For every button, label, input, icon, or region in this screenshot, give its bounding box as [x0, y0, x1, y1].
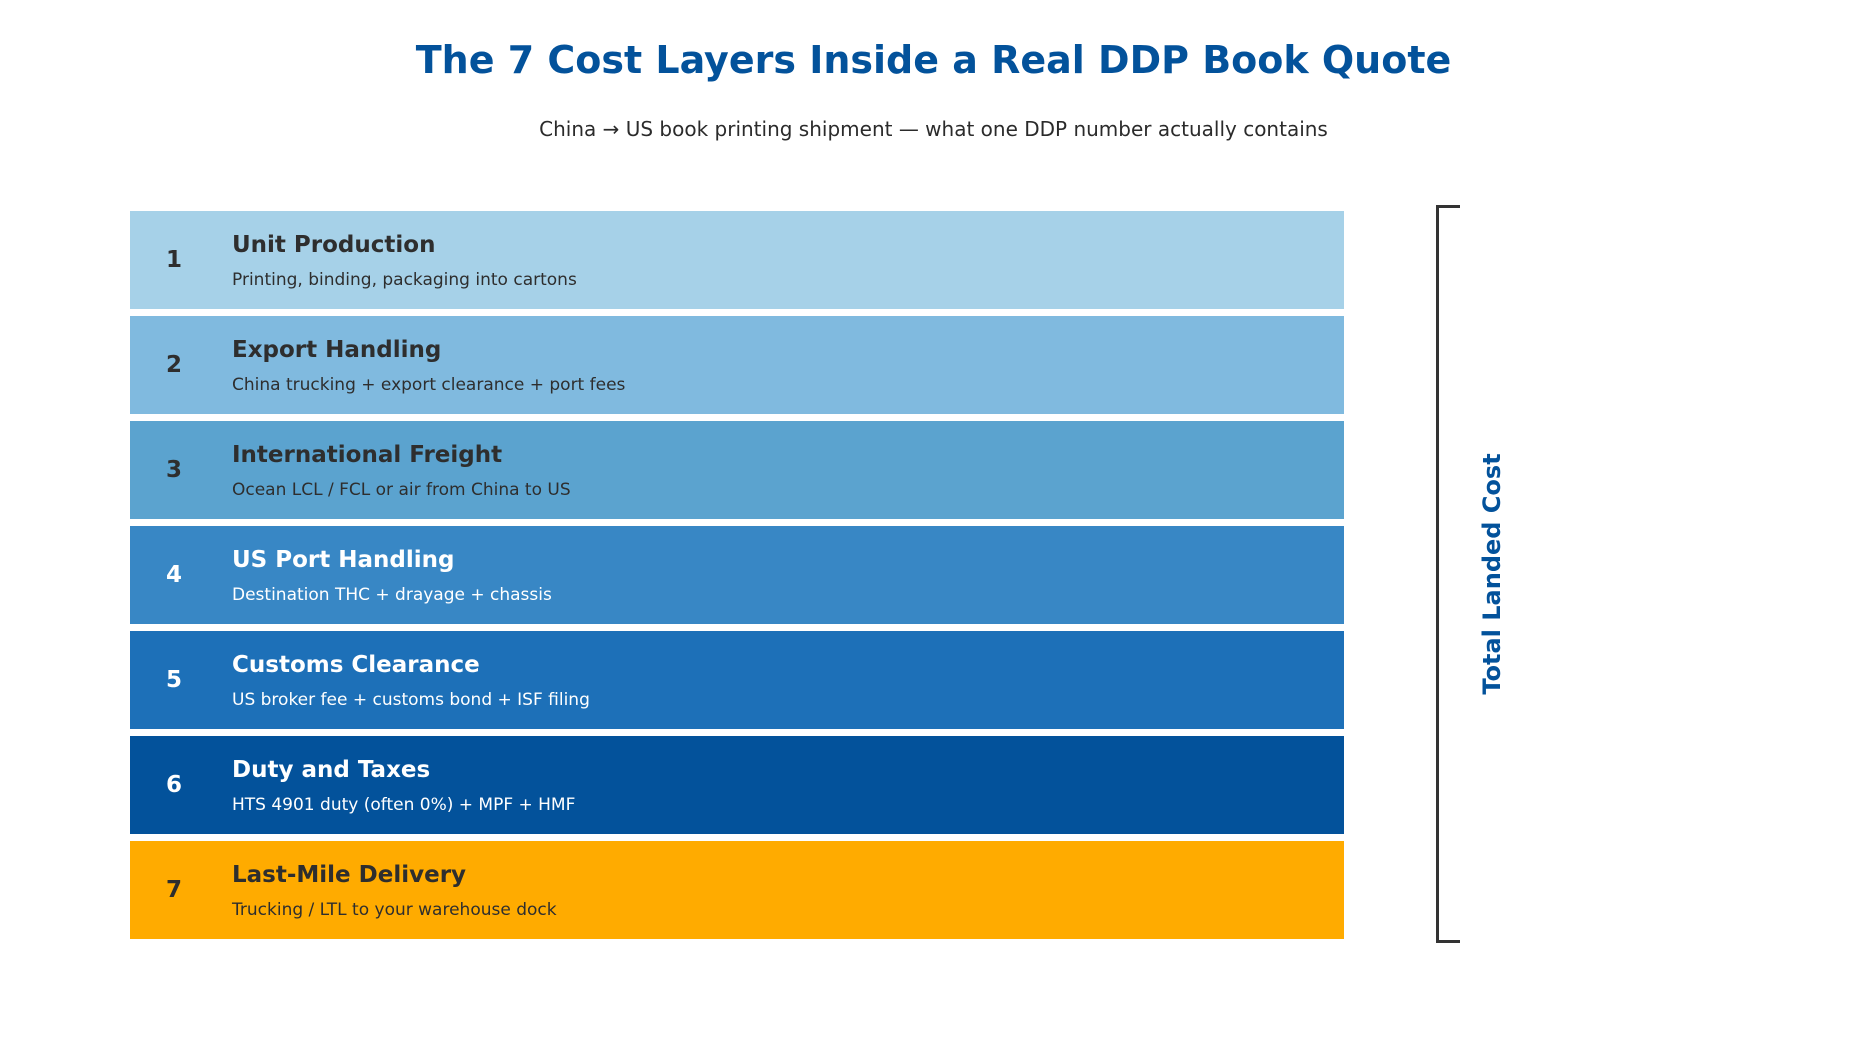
- cost-layers-stack: 1 Unit Production Printing, binding, pac…: [130, 211, 1344, 946]
- layer-number: 3: [165, 457, 182, 483]
- cost-layer: 4 US Port Handling Destination THC + dra…: [130, 526, 1344, 624]
- layer-description: China trucking + export clearance + port…: [232, 375, 626, 395]
- layer-number: 5: [165, 667, 182, 693]
- cost-layer: 6 Duty and Taxes HTS 4901 duty (often 0%…: [130, 736, 1344, 834]
- layer-description: Printing, binding, packaging into carton…: [232, 270, 577, 290]
- layer-title: International Freight: [232, 442, 503, 468]
- cost-layer: 5 Customs Clearance US broker fee + cust…: [130, 631, 1344, 729]
- diagram-title: The 7 Cost Layers Inside a Real DDP Book…: [415, 38, 1452, 82]
- cost-layer: 3 International Freight Ocean LCL / FCL …: [130, 421, 1344, 519]
- layer-number: 2: [165, 352, 182, 378]
- layer-description: US broker fee + customs bond + ISF filin…: [232, 690, 590, 710]
- layer-title: Customs Clearance: [232, 652, 480, 678]
- layer-description: HTS 4901 duty (often 0%) + MPF + HMF: [232, 795, 576, 815]
- layer-description: Trucking / LTL to your warehouse dock: [232, 900, 557, 920]
- layer-title: US Port Handling: [232, 547, 455, 573]
- total-bracket: [1436, 205, 1460, 943]
- layer-title: Unit Production: [232, 232, 436, 258]
- layer-number: 6: [165, 772, 182, 798]
- total-landed-cost-label: Total Landed Cost: [1478, 453, 1506, 695]
- layer-description: Ocean LCL / FCL or air from China to US: [232, 480, 571, 500]
- cost-layer: 7 Last-Mile Delivery Trucking / LTL to y…: [130, 841, 1344, 939]
- layer-number: 4: [165, 562, 182, 588]
- bracket-line: [1436, 205, 1460, 943]
- layer-title: Export Handling: [232, 337, 442, 363]
- layer-number: 1: [165, 247, 182, 273]
- layer-title: Last-Mile Delivery: [232, 862, 467, 888]
- layer-number: 7: [165, 877, 182, 903]
- layer-description: Destination THC + drayage + chassis: [232, 585, 552, 605]
- diagram-subtitle: China → US book printing shipment — what…: [539, 117, 1328, 141]
- layer-title: Duty and Taxes: [232, 757, 431, 783]
- cost-layer: 2 Export Handling China trucking + expor…: [130, 316, 1344, 414]
- cost-layer: 1 Unit Production Printing, binding, pac…: [130, 211, 1344, 309]
